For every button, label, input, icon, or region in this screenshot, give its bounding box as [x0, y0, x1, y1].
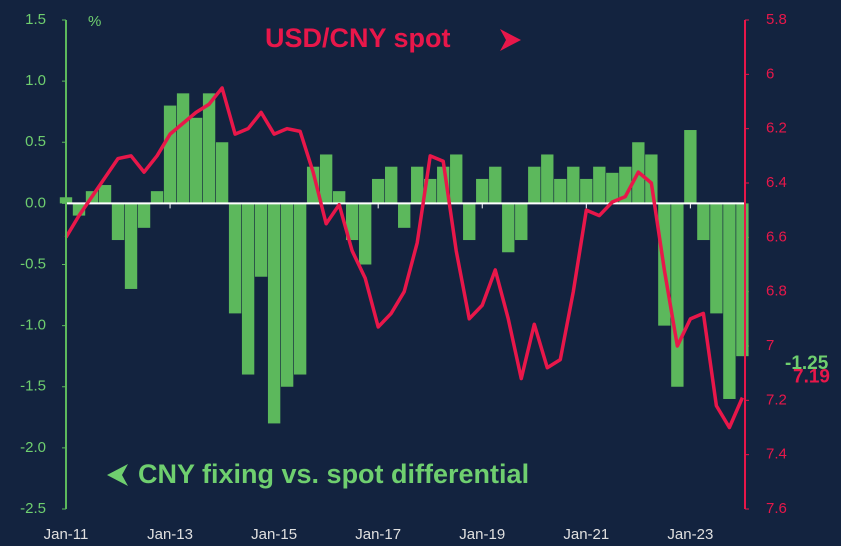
y-tick-label: -2.5	[20, 500, 46, 517]
y-tick-label: -1.0	[20, 317, 46, 334]
x-tick-label: Jan-17	[355, 526, 401, 543]
bar	[411, 166, 424, 204]
y2-tick-label: 6.6	[766, 228, 787, 245]
y-tick-label: -1.5	[20, 378, 46, 395]
y2-tick-label: 6.8	[766, 283, 787, 300]
arrow-left	[107, 464, 128, 486]
arrow-right	[500, 29, 521, 51]
bar	[267, 203, 281, 424]
y-tick-label: 1.5	[25, 11, 46, 28]
bar	[372, 178, 385, 204]
y-axis-label: %	[88, 13, 101, 30]
bar	[215, 142, 229, 204]
y-tick-label: -0.5	[20, 255, 46, 272]
y-tick-label: 1.0	[25, 72, 46, 89]
bar	[684, 130, 697, 204]
line	[64, 86, 745, 430]
bar	[541, 154, 554, 204]
bar	[293, 203, 307, 375]
bar	[176, 93, 190, 204]
bar	[671, 203, 684, 387]
y2-tick-label: 7.2	[766, 391, 787, 408]
x-tick-label: Jan-11	[44, 526, 89, 543]
bar	[645, 154, 658, 204]
y2-tick-label: 5.8	[766, 11, 787, 28]
bar	[476, 178, 489, 204]
bar	[723, 203, 736, 399]
bar	[450, 154, 463, 204]
y-tick-label: 0.0	[25, 194, 46, 211]
bar	[98, 185, 112, 204]
bar	[385, 166, 398, 204]
x-tick-label: Jan-19	[459, 526, 505, 543]
x-tick-label: Jan-23	[667, 526, 713, 543]
bar	[241, 203, 255, 375]
bar	[710, 203, 723, 314]
y2-tick-label: 6.4	[766, 174, 787, 191]
bar	[398, 203, 411, 228]
bar	[280, 203, 294, 387]
y2-tick-label: 7	[766, 337, 774, 354]
y-tick-label: 0.5	[25, 133, 46, 150]
bar	[124, 203, 138, 289]
spot-annotation: USD/CNY spot	[265, 23, 451, 53]
bar	[150, 191, 164, 204]
bar	[306, 166, 320, 204]
bar	[358, 203, 372, 265]
bar	[463, 203, 476, 241]
y2-tick-label: 7.4	[766, 446, 787, 463]
bar	[228, 203, 242, 314]
bar	[254, 203, 268, 277]
bar	[332, 191, 346, 204]
y2-tick-label: 7.6	[766, 500, 787, 517]
bar	[163, 105, 177, 204]
bar	[345, 203, 359, 241]
y2-tick-label: 6.2	[766, 120, 787, 137]
bar	[189, 117, 203, 204]
bar	[515, 203, 528, 241]
bar	[319, 154, 333, 204]
bar	[502, 203, 515, 253]
end-label: -1.25	[785, 353, 829, 374]
bar	[567, 166, 580, 204]
bar	[489, 166, 502, 204]
x-tick-label: Jan-21	[563, 526, 609, 543]
differential-annotation: CNY fixing vs. spot differential	[138, 459, 529, 489]
bar	[736, 203, 749, 357]
bar	[111, 203, 125, 241]
bar	[606, 172, 619, 204]
y2-tick-label: 6	[766, 65, 774, 82]
bar	[593, 166, 606, 204]
bar	[528, 166, 541, 204]
bar	[137, 203, 151, 228]
x-tick-label: Jan-13	[147, 526, 193, 543]
bar	[202, 93, 216, 204]
y-tick-label: -2.0	[20, 439, 46, 456]
bar	[554, 178, 567, 204]
bar	[580, 178, 593, 204]
x-tick-label: Jan-15	[251, 526, 297, 543]
end-label: 7.19	[793, 367, 830, 388]
bar	[697, 203, 710, 241]
